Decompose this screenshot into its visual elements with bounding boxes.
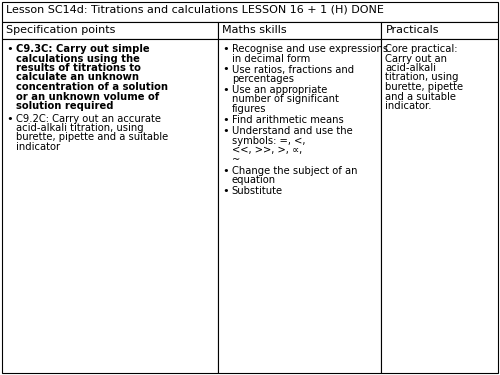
Text: •: •	[222, 64, 228, 75]
Text: Carry out an: Carry out an	[386, 54, 448, 63]
Text: C9.2C: Carry out an accurate: C9.2C: Carry out an accurate	[16, 114, 161, 123]
Text: figures: figures	[232, 104, 266, 114]
Text: solution required: solution required	[16, 101, 114, 111]
Text: Practicals: Practicals	[386, 25, 439, 35]
Text: acid-alkali: acid-alkali	[386, 63, 436, 73]
Text: •: •	[222, 126, 228, 136]
Text: Maths skills: Maths skills	[222, 25, 286, 35]
Text: indicator: indicator	[16, 142, 60, 152]
Text: indicator.: indicator.	[386, 101, 432, 111]
Text: equation: equation	[232, 175, 276, 185]
Text: or an unknown volume of: or an unknown volume of	[16, 92, 159, 102]
Text: •: •	[6, 44, 13, 54]
Text: Use ratios, fractions and: Use ratios, fractions and	[232, 64, 354, 75]
Text: in decimal form: in decimal form	[232, 54, 310, 63]
Text: Lesson SC14d: Titrations and calculations LESSON 16 + 1 (H) DONE: Lesson SC14d: Titrations and calculation…	[6, 5, 384, 15]
Text: Recognise and use expressions: Recognise and use expressions	[232, 44, 388, 54]
Bar	[2, 2, 498, 22]
Text: symbols: =, <,: symbols: =, <,	[232, 135, 306, 146]
Text: results of titrations to: results of titrations to	[16, 63, 141, 73]
Text: burette, pipette and a suitable: burette, pipette and a suitable	[16, 132, 168, 142]
Bar	[218, 39, 382, 373]
Text: Use an appropriate: Use an appropriate	[232, 85, 327, 95]
Text: burette, pipette: burette, pipette	[386, 82, 464, 92]
Bar	[2, 22, 218, 39]
Text: titration, using: titration, using	[386, 72, 459, 82]
Text: number of significant: number of significant	[232, 94, 338, 105]
Text: •: •	[222, 44, 228, 54]
Text: Find arithmetic means: Find arithmetic means	[232, 115, 344, 125]
Text: •: •	[6, 114, 13, 123]
Text: Change the subject of an: Change the subject of an	[232, 165, 358, 176]
Text: •: •	[222, 85, 228, 95]
Text: calculations using the: calculations using the	[16, 54, 140, 63]
Bar	[382, 22, 498, 39]
Text: calculate an unknown: calculate an unknown	[16, 72, 139, 82]
Text: Specification points: Specification points	[6, 25, 116, 35]
Text: Core practical:: Core practical:	[386, 44, 458, 54]
Text: acid-alkali titration, using: acid-alkali titration, using	[16, 123, 144, 133]
Bar	[2, 39, 218, 373]
Bar	[382, 39, 498, 373]
Text: •: •	[222, 115, 228, 125]
Text: ~: ~	[232, 154, 240, 165]
Text: and a suitable: and a suitable	[386, 92, 456, 102]
Text: <<, >>, >, ∝,: <<, >>, >, ∝,	[232, 145, 302, 155]
Text: C9.3C: Carry out simple: C9.3C: Carry out simple	[16, 44, 150, 54]
Text: Understand and use the: Understand and use the	[232, 126, 352, 136]
Text: •: •	[222, 186, 228, 196]
Text: •: •	[222, 165, 228, 176]
Text: percentages: percentages	[232, 74, 294, 84]
Text: concentration of a solution: concentration of a solution	[16, 82, 168, 92]
Text: Substitute: Substitute	[232, 186, 283, 196]
Bar	[218, 22, 382, 39]
